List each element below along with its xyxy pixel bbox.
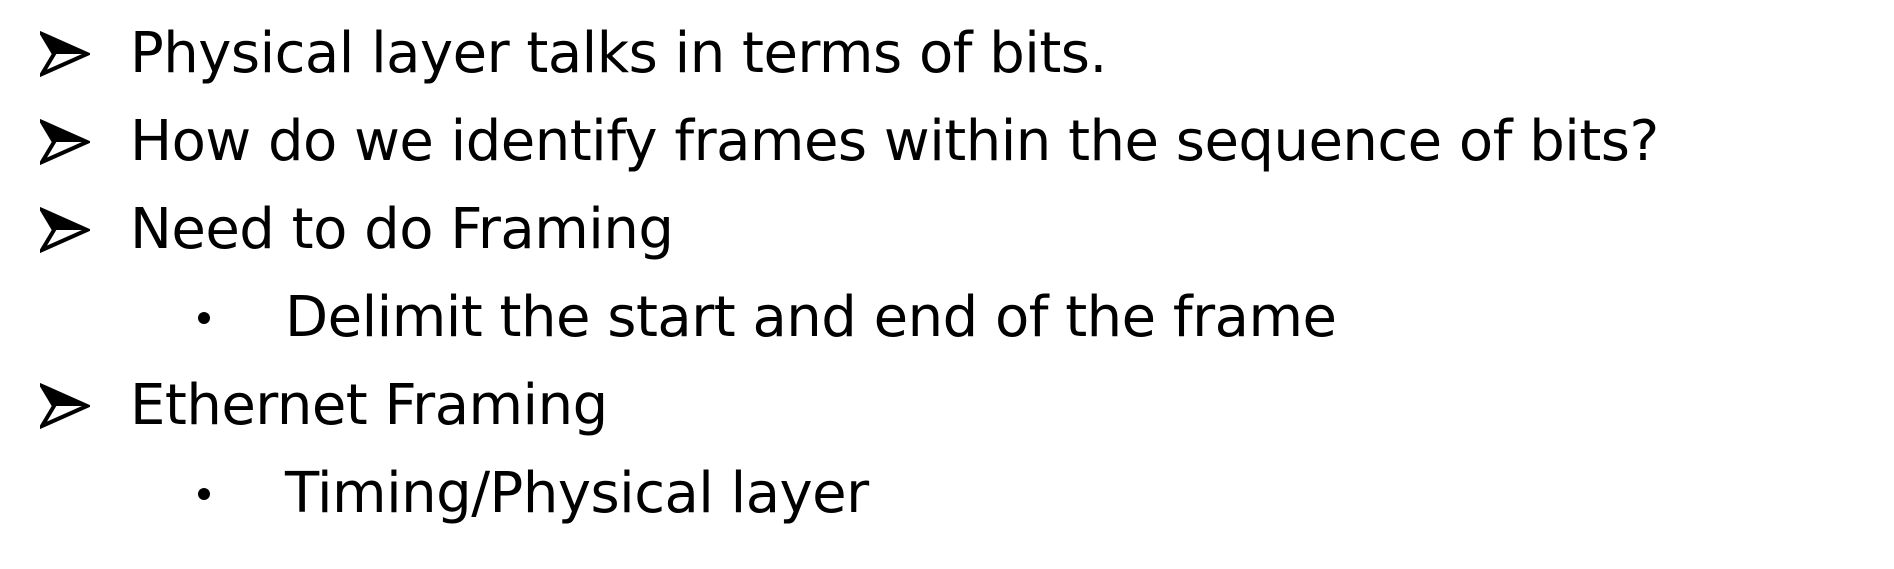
bullet-text: Need to do Framing [130, 197, 674, 262]
bullet-item: How do we identify frames within the seq… [0, 98, 1894, 186]
sub-bullet-item: Delimit the start and end of the frame [0, 274, 1894, 362]
round-bullet-icon [188, 488, 285, 500]
sub-bullet-item: Timing/Physical layer [0, 450, 1894, 538]
bullet-list: Physical layer talks in terms of bits. H… [0, 10, 1894, 538]
bullet-text: How do we identify frames within the seq… [130, 109, 1659, 174]
arrowhead-bullet-icon [40, 207, 130, 253]
arrowhead-bullet-icon [40, 31, 130, 77]
bullet-text: Ethernet Framing [130, 373, 608, 438]
sub-bullet-text: Delimit the start and end of the frame [285, 285, 1337, 350]
round-bullet-icon [188, 312, 285, 324]
arrowhead-bullet-icon [40, 119, 130, 165]
bullet-item: Ethernet Framing [0, 362, 1894, 450]
bullet-item: Physical layer talks in terms of bits. [0, 10, 1894, 98]
bullet-item: Need to do Framing [0, 186, 1894, 274]
arrowhead-bullet-icon [40, 383, 130, 429]
bullet-text: Physical layer talks in terms of bits. [130, 21, 1107, 86]
sub-bullet-text: Timing/Physical layer [285, 461, 869, 526]
